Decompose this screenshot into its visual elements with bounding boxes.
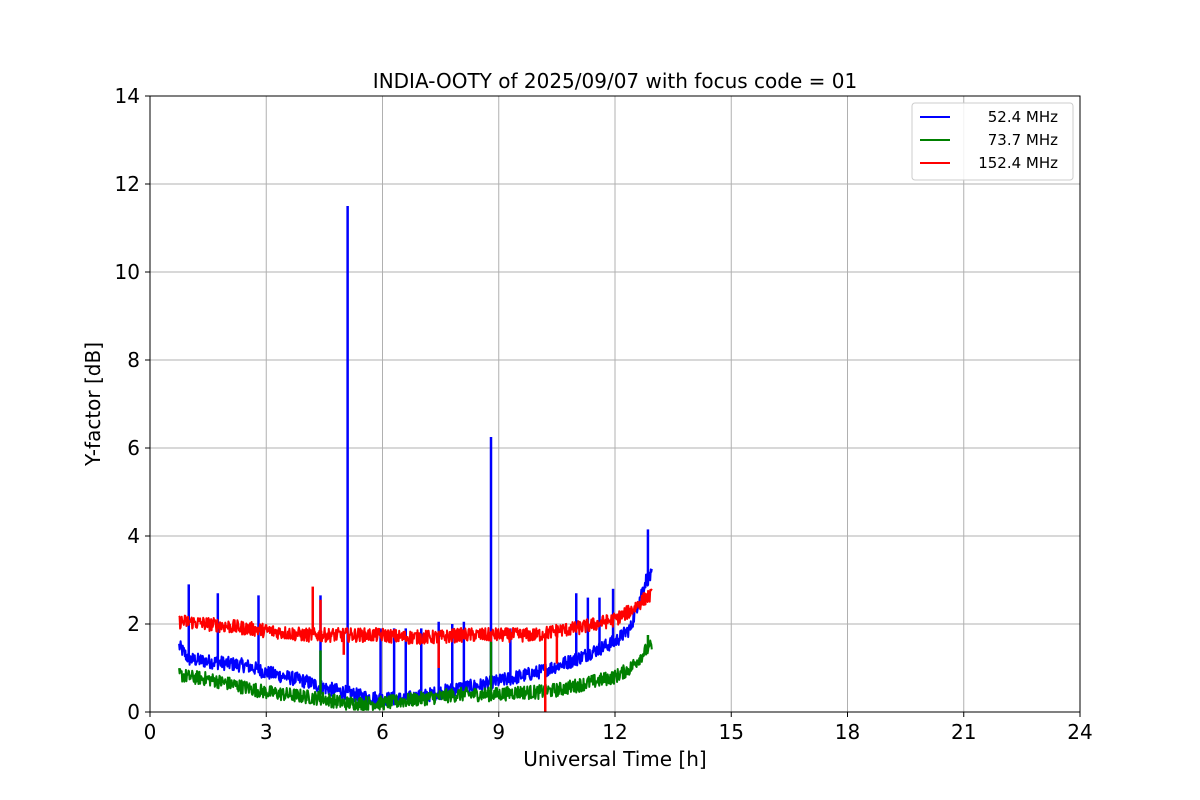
x-tick-label: 21 — [951, 720, 976, 744]
x-axis-label: Universal Time [h] — [523, 747, 706, 771]
y-tick-label: 2 — [127, 612, 140, 636]
x-tick-label: 12 — [602, 720, 627, 744]
y-tick-label: 12 — [115, 172, 140, 196]
chart-title: INDIA-OOTY of 2025/09/07 with focus code… — [373, 69, 857, 93]
y-axis: 0 2 4 6 8 10 12 14 — [115, 84, 150, 724]
series-2 — [178, 635, 653, 711]
series-group — [178, 206, 653, 712]
y-axis-label: Y-factor [dB] — [81, 342, 105, 467]
y-tick-label: 6 — [127, 436, 140, 460]
y-tick-label: 4 — [127, 524, 140, 548]
x-tick-label: 3 — [260, 720, 273, 744]
legend-label: 52.4 MHz — [988, 108, 1058, 126]
series-line — [178, 639, 653, 711]
series-3 — [178, 586, 653, 712]
legend: 52.4 MHz 73.7 MHz 152.4 MHz — [911, 102, 1074, 181]
x-tick-label: 24 — [1067, 720, 1092, 744]
y-tick-label: 14 — [115, 84, 140, 108]
x-tick-label: 15 — [719, 720, 744, 744]
legend-label: 152.4 MHz — [978, 154, 1058, 172]
y-tick-label: 8 — [127, 348, 140, 372]
y-tick-label: 0 — [127, 700, 140, 724]
x-tick-label: 9 — [492, 720, 505, 744]
x-tick-label: 6 — [376, 720, 389, 744]
legend-label: 73.7 MHz — [988, 131, 1058, 149]
legend-box — [911, 102, 1074, 181]
y-tick-label: 10 — [115, 260, 140, 284]
grid — [149, 95, 1081, 713]
series-line — [178, 588, 653, 646]
x-tick-label: 0 — [144, 720, 157, 744]
x-tick-label: 18 — [835, 720, 860, 744]
x-axis: 0 3 6 9 12 15 18 21 24 — [144, 712, 1093, 744]
